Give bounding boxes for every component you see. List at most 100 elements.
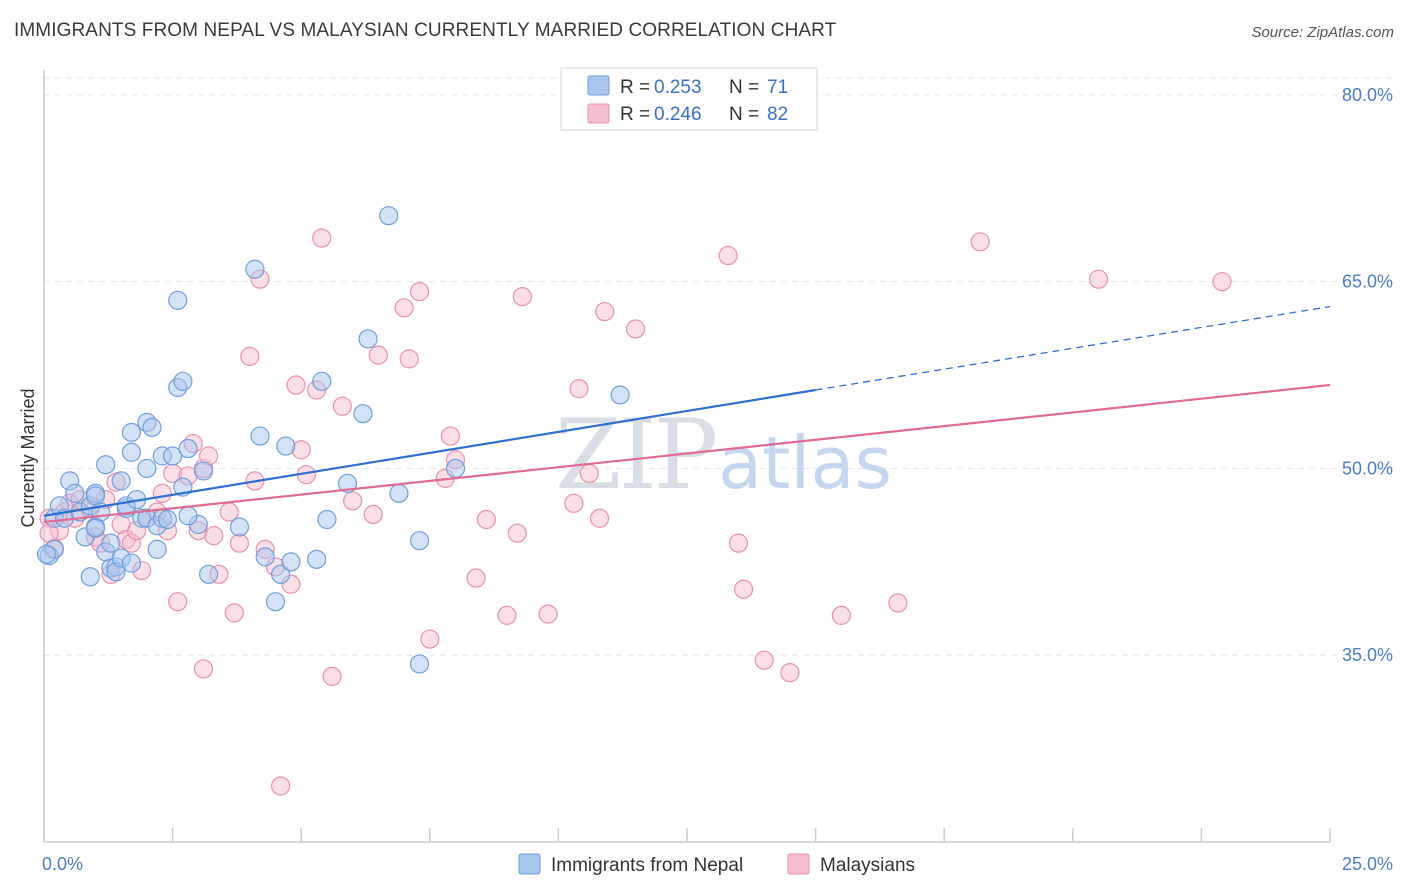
data-point-nepal (379, 206, 399, 226)
data-point-malaysians (312, 228, 332, 248)
y-tick-label: 80.0% (1342, 85, 1393, 105)
data-point-malaysians (193, 659, 214, 679)
data-point-malaysians (363, 504, 383, 525)
data-point-nepal (389, 483, 409, 503)
data-point-malaysians (440, 426, 460, 446)
data-point-malaysians (564, 493, 584, 513)
data-point-malaysians (579, 463, 599, 484)
data-point-nepal (193, 461, 214, 481)
data-point-nepal (409, 654, 430, 674)
legend-r-label: R = (620, 104, 650, 125)
data-point-malaysians (271, 776, 291, 796)
data-point-nepal (199, 564, 219, 584)
data-point-nepal (353, 404, 373, 424)
data-point-malaysians (970, 232, 990, 252)
data-point-malaysians (589, 508, 610, 528)
data-point-nepal (358, 329, 378, 349)
data-point-malaysians (168, 592, 188, 612)
data-point-nepal (265, 592, 286, 612)
chart-source: Source: ZipAtlas.com (1251, 24, 1394, 41)
data-point-malaysians (507, 523, 527, 543)
data-point-malaysians (286, 375, 306, 395)
data-point-nepal (409, 531, 430, 551)
data-point-malaysians (229, 533, 250, 553)
legend-label-nepal: Immigrants from Nepal (551, 855, 743, 876)
data-point-malaysians (332, 396, 352, 416)
data-point-nepal (168, 290, 188, 310)
data-point-nepal (312, 371, 332, 391)
y-axis-label: Currently Married (18, 388, 38, 527)
data-point-nepal (307, 549, 327, 569)
data-point-nepal (142, 417, 162, 437)
data-point-nepal (111, 471, 131, 491)
data-point-malaysians (466, 568, 486, 588)
data-point-nepal (65, 483, 85, 503)
data-point-nepal (229, 517, 250, 537)
data-point-malaysians (718, 245, 738, 266)
data-point-nepal (163, 446, 183, 466)
y-tick-label: 50.0% (1342, 458, 1393, 478)
x-tick-label: 25.0% (1342, 854, 1393, 874)
data-point-nepal (281, 552, 301, 572)
data-point-nepal (317, 509, 337, 530)
data-point-nepal (80, 567, 100, 587)
y-tick-label: 65.0% (1342, 272, 1393, 292)
data-point-malaysians (240, 346, 260, 366)
series-legend: Immigrants from Nepal Malaysians (518, 853, 915, 876)
data-point-malaysians (625, 319, 646, 339)
data-point-malaysians (733, 579, 754, 599)
data-point-nepal (121, 442, 142, 462)
chart-title: IMMIGRANTS FROM NEPAL VS MALAYSIAN CURRE… (14, 20, 837, 41)
data-point-nepal (85, 486, 106, 506)
data-point-malaysians (322, 666, 342, 686)
data-point-nepal (36, 544, 57, 564)
data-point-malaysians (595, 301, 615, 322)
legend-swatch-malaysians (787, 853, 810, 875)
data-point-nepal (137, 458, 157, 479)
data-point-malaysians (888, 593, 908, 613)
data-point-nepal (147, 539, 167, 559)
data-point-nepal (337, 473, 358, 493)
y-tick-label: 35.0% (1342, 645, 1393, 665)
trend-line-malaysians (43, 383, 1331, 524)
legend-n-label: N = (729, 77, 759, 98)
x-tick-labels: 0.0% 25.0% (42, 854, 1393, 874)
data-point-malaysians (343, 491, 363, 511)
stats-legend: R = 0.253 N = 71 R = 0.246 N = 82 (560, 67, 818, 131)
data-point-nepal (85, 518, 106, 538)
data-point-malaysians (569, 379, 589, 399)
data-point-nepal (271, 564, 291, 584)
data-point-malaysians (1212, 272, 1232, 292)
legend-n-label: N = (729, 104, 759, 125)
data-point-malaysians (476, 509, 496, 530)
legend-swatch-nepal (518, 853, 541, 875)
data-point-malaysians (780, 663, 800, 683)
data-point-nepal (250, 426, 270, 446)
x-tick-label: 0.0% (42, 854, 83, 874)
trend-line-nepal-extension (815, 305, 1331, 391)
data-point-nepal (121, 553, 142, 573)
data-point-nepal (178, 506, 198, 526)
trend-lines (43, 305, 1331, 524)
data-point-nepal (245, 259, 265, 279)
data-point-nepal (101, 533, 121, 553)
data-point-malaysians (399, 349, 419, 369)
data-point-malaysians (394, 298, 414, 318)
legend-n-value: 82 (767, 104, 788, 125)
data-point-nepal (610, 385, 630, 405)
series-immigrants-from-nepal (36, 206, 630, 674)
legend-label-malaysians: Malaysians (820, 855, 915, 876)
data-point-malaysians (420, 629, 440, 649)
data-point-malaysians (754, 650, 774, 670)
watermark: ZIP atlas (555, 399, 892, 511)
y-tick-labels: 35.0% 50.0% 65.0% 80.0% (1342, 85, 1393, 665)
legend-r-value: 0.253 (654, 77, 702, 98)
legend-r-value: 0.246 (654, 104, 702, 125)
data-point-malaysians (409, 282, 430, 302)
data-point-nepal (178, 438, 198, 459)
data-point-nepal (96, 455, 116, 475)
data-point-malaysians (152, 483, 172, 503)
data-point-malaysians (224, 603, 244, 623)
data-point-nepal (445, 458, 466, 479)
